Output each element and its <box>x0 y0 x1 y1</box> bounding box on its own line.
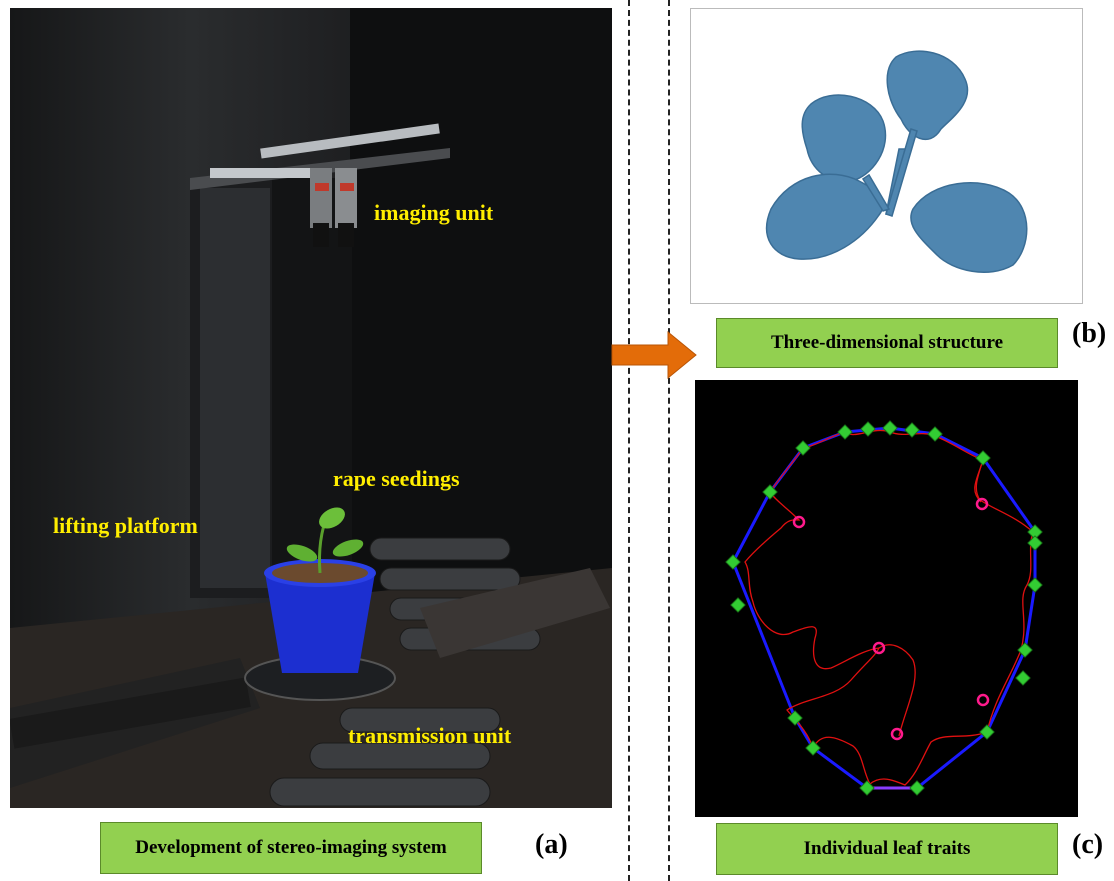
label-rape-seedings: rape seedings <box>333 466 460 491</box>
plant-3d-model-illustration <box>765 50 1028 273</box>
panel-letter-a: (a) <box>535 829 568 860</box>
arrow-right-icon <box>611 330 697 380</box>
panel-letter-c: (c) <box>1072 829 1104 860</box>
dashed-divider-left <box>628 0 630 881</box>
label-imaging-unit: imaging unit <box>374 200 494 225</box>
stereo-imaging-photo: imaging unit rape seedings lifting platf… <box>10 8 612 808</box>
photo-illustration <box>10 8 612 808</box>
caption-b: Three-dimensional structure <box>716 318 1058 368</box>
label-transmission-unit: transmission unit <box>348 723 512 748</box>
leaf-traits-panel <box>695 380 1078 817</box>
caption-a: Development of stereo-imaging system <box>100 822 482 874</box>
panel-letter-b: (b) <box>1072 318 1107 349</box>
three-dimensional-structure-panel <box>690 8 1083 304</box>
leaf-contour-hull-illustration <box>725 420 1043 796</box>
dashed-divider-right <box>668 0 670 881</box>
label-lifting-platform: lifting platform <box>53 513 198 538</box>
caption-c: Individual leaf traits <box>716 823 1058 875</box>
